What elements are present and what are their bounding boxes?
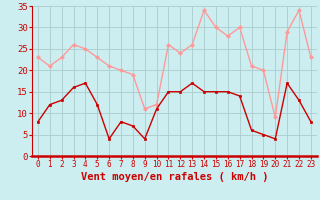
X-axis label: Vent moyen/en rafales ( km/h ): Vent moyen/en rafales ( km/h ) xyxy=(81,172,268,182)
